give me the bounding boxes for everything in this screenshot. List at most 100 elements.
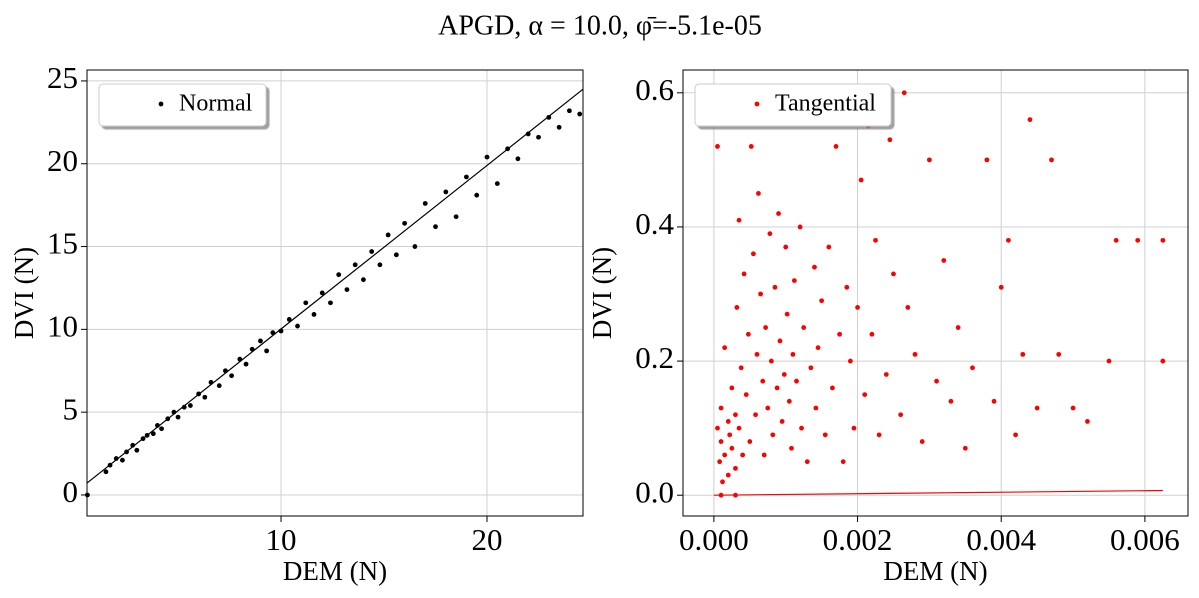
legend-marker bbox=[754, 101, 760, 107]
point bbox=[772, 284, 778, 290]
point bbox=[443, 189, 449, 195]
point bbox=[736, 217, 742, 223]
x-tick-label: 20 bbox=[472, 522, 503, 557]
point bbox=[433, 224, 438, 230]
point bbox=[876, 432, 882, 438]
point bbox=[1160, 237, 1166, 243]
point bbox=[765, 405, 771, 411]
point bbox=[837, 331, 843, 337]
point bbox=[103, 469, 109, 475]
point bbox=[453, 214, 459, 220]
point bbox=[747, 439, 753, 444]
point bbox=[804, 459, 810, 465]
point bbox=[1027, 117, 1033, 123]
point bbox=[722, 452, 728, 458]
point bbox=[134, 447, 140, 453]
point bbox=[722, 345, 728, 351]
point bbox=[822, 432, 828, 438]
y-tick-label: 25 bbox=[47, 60, 78, 95]
point bbox=[819, 298, 825, 304]
x-axis-label: DEM (N) bbox=[283, 556, 387, 586]
point bbox=[873, 237, 878, 243]
point bbox=[264, 348, 270, 354]
point bbox=[750, 251, 756, 257]
point bbox=[727, 432, 733, 438]
point bbox=[328, 300, 333, 306]
point bbox=[733, 412, 738, 418]
point bbox=[767, 231, 773, 237]
point bbox=[998, 284, 1004, 290]
point bbox=[1049, 157, 1054, 163]
y-tick-label: 20 bbox=[47, 143, 78, 178]
point bbox=[844, 284, 850, 290]
point bbox=[887, 137, 893, 143]
point bbox=[754, 351, 760, 357]
point bbox=[786, 398, 792, 404]
point bbox=[422, 201, 428, 206]
legend-box bbox=[694, 83, 892, 127]
point bbox=[202, 394, 208, 400]
point bbox=[984, 157, 990, 163]
point bbox=[258, 338, 263, 344]
point bbox=[758, 291, 763, 297]
point bbox=[352, 262, 358, 268]
legend: Tangential bbox=[694, 83, 892, 127]
point bbox=[311, 312, 317, 317]
point bbox=[756, 191, 761, 196]
point bbox=[536, 134, 541, 140]
point bbox=[901, 90, 907, 96]
point bbox=[295, 323, 300, 329]
point bbox=[941, 258, 947, 263]
point bbox=[962, 445, 968, 451]
point bbox=[955, 325, 961, 330]
point bbox=[150, 431, 156, 437]
y-axis-label: DVI (N) bbox=[9, 247, 39, 339]
point bbox=[934, 378, 939, 384]
point bbox=[791, 278, 797, 283]
point bbox=[734, 305, 740, 310]
point bbox=[393, 252, 399, 258]
point bbox=[862, 392, 868, 398]
point bbox=[812, 264, 817, 270]
point bbox=[715, 425, 720, 431]
point bbox=[777, 338, 783, 344]
point bbox=[412, 244, 418, 249]
point bbox=[883, 372, 889, 377]
point bbox=[377, 262, 383, 268]
point bbox=[494, 181, 500, 187]
point bbox=[748, 144, 754, 149]
point bbox=[717, 459, 723, 465]
point bbox=[855, 305, 860, 310]
point bbox=[175, 414, 181, 420]
point bbox=[783, 244, 789, 250]
point bbox=[808, 365, 814, 371]
point bbox=[840, 459, 846, 465]
point bbox=[1085, 419, 1090, 424]
axes-frame bbox=[682, 69, 1189, 517]
point bbox=[745, 331, 751, 337]
point bbox=[1135, 237, 1141, 243]
point bbox=[484, 154, 490, 160]
reference-line bbox=[713, 489, 1163, 496]
point bbox=[286, 317, 292, 322]
point bbox=[833, 144, 839, 149]
point bbox=[898, 412, 904, 418]
x-tick-label: 0.002 bbox=[823, 522, 893, 557]
y-tick-label: 0.6 bbox=[635, 72, 674, 107]
point bbox=[1113, 237, 1119, 243]
y-tick-label: 0.4 bbox=[635, 206, 674, 241]
point bbox=[1070, 405, 1076, 411]
point bbox=[797, 224, 803, 230]
point bbox=[799, 425, 804, 431]
point bbox=[774, 385, 780, 391]
point bbox=[113, 456, 119, 461]
x-tick-label: 0.006 bbox=[1110, 522, 1180, 557]
point bbox=[794, 378, 799, 384]
point bbox=[789, 445, 794, 451]
point bbox=[753, 412, 758, 418]
point bbox=[815, 345, 821, 351]
y-tick-label: 15 bbox=[47, 226, 78, 261]
point bbox=[905, 305, 911, 310]
legend-label: Normal bbox=[179, 91, 253, 117]
point bbox=[344, 287, 350, 293]
